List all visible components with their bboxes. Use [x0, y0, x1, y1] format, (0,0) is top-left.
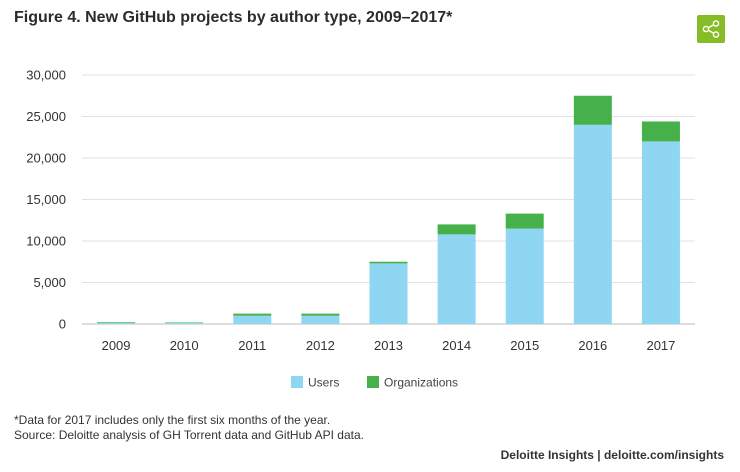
bar-users-2013: [369, 263, 408, 324]
legend-swatch-users: [291, 376, 303, 388]
bar-organizations-2014: [437, 224, 476, 235]
chart-footnote: *Data for 2017 includes only the first s…: [14, 413, 331, 427]
y-tick-label: 15,000: [26, 192, 66, 207]
y-tick-label: 25,000: [26, 109, 66, 124]
bar-organizations-2009: [97, 322, 136, 323]
x-tick-label: 2014: [442, 338, 471, 353]
y-tick-label: 10,000: [26, 234, 66, 249]
x-tick-label: 2010: [170, 338, 199, 353]
bar-users-2015: [505, 228, 544, 324]
chart-source: Source: Deloitte analysis of GH Torrent …: [14, 428, 364, 442]
bar-users-2017: [641, 141, 680, 324]
x-tick-label: 2011: [238, 338, 266, 353]
y-tick-label: 5,000: [33, 275, 66, 290]
y-tick-label: 20,000: [26, 151, 66, 166]
bar-users-2012: [301, 315, 340, 324]
bar-users-2014: [437, 234, 476, 324]
bar-organizations-2015: [505, 213, 544, 229]
x-tick-label: 2016: [578, 338, 607, 353]
bar-users-2010: [165, 323, 204, 324]
x-tick-label: 2012: [306, 338, 335, 353]
page-title: Figure 4. New GitHub projects by author …: [14, 9, 453, 26]
x-tick-label: 2017: [646, 338, 675, 353]
share-button[interactable]: [697, 15, 725, 43]
bar-organizations-2016: [573, 95, 612, 125]
legend-swatch-organizations: [367, 376, 379, 388]
brand-credit: Deloitte Insights | deloitte.com/insight…: [500, 448, 724, 462]
bar-organizations-2011: [233, 313, 272, 316]
y-tick-label: 0: [59, 317, 66, 332]
bar-users-2011: [233, 315, 272, 324]
x-tick-label: 2013: [374, 338, 403, 353]
bar-organizations-2013: [369, 261, 408, 264]
bar-users-2009: [97, 322, 136, 324]
legend-label-organizations: Organizations: [384, 376, 458, 390]
legend-label-users: Users: [308, 376, 339, 390]
share-icon: [702, 20, 720, 38]
x-tick-label: 2009: [102, 338, 131, 353]
x-tick-label: 2015: [510, 338, 539, 353]
bar-chart: 0 5,000 10,000 15,000 20,000 25,000 30,000 2009…: [26, 68, 695, 390]
bar-organizations-2012: [301, 313, 340, 316]
y-tick-label: 30,000: [26, 68, 66, 83]
bar-users-2016: [573, 124, 612, 324]
bar-organizations-2017: [641, 121, 680, 142]
